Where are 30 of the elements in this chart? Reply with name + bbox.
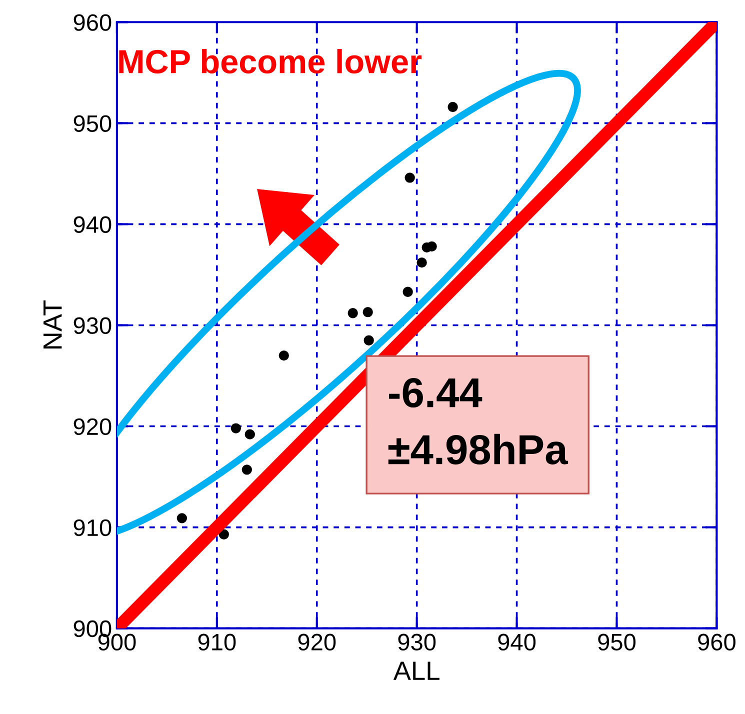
point (348, 308, 358, 318)
x-tick-label: 950 (598, 634, 636, 651)
y-tick-label: 950 (74, 115, 112, 132)
x-tick-label: 930 (398, 634, 436, 651)
point (416, 258, 427, 268)
point (426, 241, 437, 252)
annotation: -6.44 ±4.98hPa (388, 378, 568, 464)
y-tick-label: 920 (74, 418, 112, 436)
y-tick-label: 940 (74, 216, 112, 233)
annotation: MCP become lower (119, 49, 422, 74)
x-tick-label: 940 (498, 634, 536, 651)
point (448, 102, 458, 112)
point (362, 307, 373, 318)
point (278, 350, 289, 361)
point (402, 286, 413, 297)
point (364, 335, 374, 346)
point (404, 172, 415, 183)
point (176, 513, 188, 524)
x-tick-label: 920 (298, 634, 336, 651)
y-tick-label: 910 (74, 519, 112, 536)
point (242, 464, 252, 475)
x-tick-label: 910 (198, 634, 236, 651)
y-tick-label: 930 (74, 317, 112, 334)
point (218, 529, 229, 540)
x-tick-label: 960 (698, 634, 736, 651)
point (244, 429, 255, 440)
y-tick-label: 960 (74, 14, 112, 31)
x-axis-title: ALL (393, 662, 440, 680)
y-axis-title: NAT (44, 300, 62, 348)
point (230, 423, 241, 434)
